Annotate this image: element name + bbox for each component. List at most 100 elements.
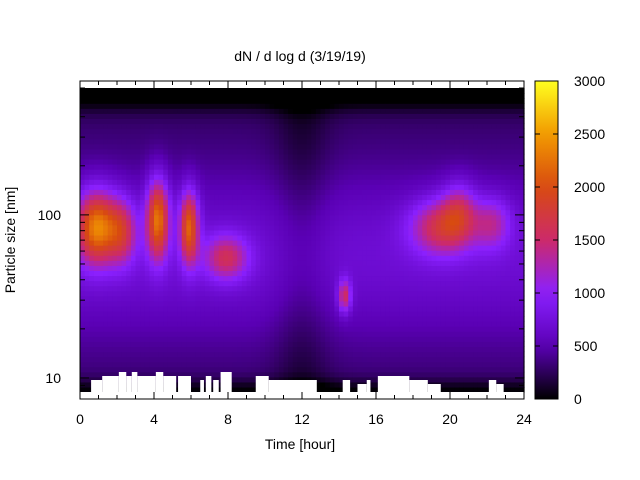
heatmap-cell [426, 361, 433, 368]
heatmap-cell [334, 199, 340, 206]
heatmap-cell [274, 310, 280, 317]
heatmap-cell [214, 305, 220, 312]
heatmap-cell [260, 169, 266, 175]
heatmap-cell [403, 194, 409, 201]
heatmap-cell [255, 285, 261, 292]
heatmap-cell [149, 285, 155, 292]
heatmap-cell [214, 214, 220, 221]
heatmap-cell [269, 174, 275, 180]
heatmap-cell [274, 194, 280, 201]
heatmap-cell [149, 138, 155, 145]
heatmap-cell [389, 316, 396, 322]
heatmap-cell [214, 310, 220, 317]
heatmap-cell [191, 148, 197, 155]
heatmap-cell [288, 346, 294, 353]
heatmap-cell [325, 234, 331, 241]
heatmap-cell [408, 270, 414, 277]
heatmap-cell [186, 219, 192, 226]
heatmap-cell [200, 376, 206, 383]
heatmap-cell [274, 346, 280, 353]
heatmap-cell [417, 260, 423, 266]
heatmap-cell [144, 219, 150, 226]
heatmap-cell [121, 270, 127, 277]
heatmap-cell [112, 346, 118, 353]
heatmap-cell [436, 376, 442, 383]
heatmap-cell [352, 351, 359, 358]
heatmap-cell [366, 305, 372, 312]
heatmap-cell [366, 158, 372, 165]
heatmap-cell [445, 148, 451, 155]
heatmap-cell [232, 310, 238, 317]
heatmap-cell [223, 219, 229, 226]
heatmap-cell [426, 290, 433, 297]
heatmap-cell [334, 250, 340, 256]
heatmap-cell [459, 351, 465, 358]
heatmap-cell [436, 184, 442, 190]
heatmap-cell [167, 164, 174, 170]
heatmap-cell [121, 143, 127, 150]
heatmap-cell [237, 164, 243, 170]
heatmap-cell [459, 204, 465, 211]
heatmap-cell [417, 341, 423, 347]
heatmap-cell [218, 280, 224, 287]
heatmap-cell [417, 108, 423, 114]
heatmap-cell [223, 98, 229, 104]
heatmap-cell [255, 209, 261, 216]
heatmap-cell [117, 148, 123, 155]
heatmap-cell [144, 346, 150, 353]
heatmap-cell [334, 88, 340, 94]
heatmap-cell [154, 174, 160, 180]
heatmap-cell [408, 310, 414, 317]
heatmap-cell [352, 204, 359, 211]
heatmap-cell [394, 88, 400, 94]
heatmap-cell [343, 169, 349, 175]
heatmap-cell [426, 158, 433, 165]
heatmap-cell [389, 103, 396, 109]
heatmap-cell [440, 331, 446, 337]
heatmap-cell [154, 88, 160, 94]
heatmap-cell [241, 194, 248, 201]
heatmap-cell [218, 199, 224, 206]
heatmap-cell [126, 371, 132, 378]
heatmap-cell [265, 189, 271, 195]
heatmap-cell [422, 361, 428, 368]
heatmap-cell [135, 204, 141, 211]
heatmap-cell [89, 103, 95, 109]
heatmap-cell [80, 381, 86, 388]
heatmap-cell [288, 103, 294, 109]
heatmap-cell [246, 113, 252, 119]
heatmap-cell [459, 260, 465, 266]
heatmap-cell [394, 234, 400, 241]
heatmap-cell [232, 169, 238, 175]
heatmap-cell [103, 143, 109, 150]
heatmap-cell [218, 214, 224, 221]
heatmap-cell [343, 346, 349, 353]
heatmap-cell [283, 224, 289, 231]
heatmap-cell [144, 366, 150, 373]
heatmap-cell [371, 300, 377, 307]
heatmap-cell [265, 219, 271, 226]
heatmap-cell [283, 331, 289, 337]
heatmap-cell [320, 219, 326, 226]
heatmap-cell [380, 280, 386, 287]
heatmap-cell [103, 214, 109, 221]
heatmap-cell [297, 214, 303, 221]
heatmap-cell [269, 305, 275, 312]
heatmap-cell [260, 143, 266, 150]
heatmap-cell [237, 103, 243, 109]
heatmap-cell [269, 285, 275, 292]
heatmap-cell [403, 93, 409, 99]
heatmap-cell [450, 371, 456, 378]
heatmap-cell [325, 321, 331, 327]
heatmap-cell [339, 103, 345, 109]
heatmap-cell [186, 123, 192, 130]
heatmap-cell [135, 290, 141, 297]
heatmap-cell [232, 98, 238, 104]
heatmap-cell [292, 331, 298, 337]
heatmap-cell [362, 219, 368, 226]
heatmap-cell [121, 138, 127, 145]
heatmap-cell [288, 148, 294, 155]
heatmap-cell [255, 361, 261, 368]
heatmap-cell [251, 224, 257, 231]
heatmap-cell [422, 174, 428, 180]
